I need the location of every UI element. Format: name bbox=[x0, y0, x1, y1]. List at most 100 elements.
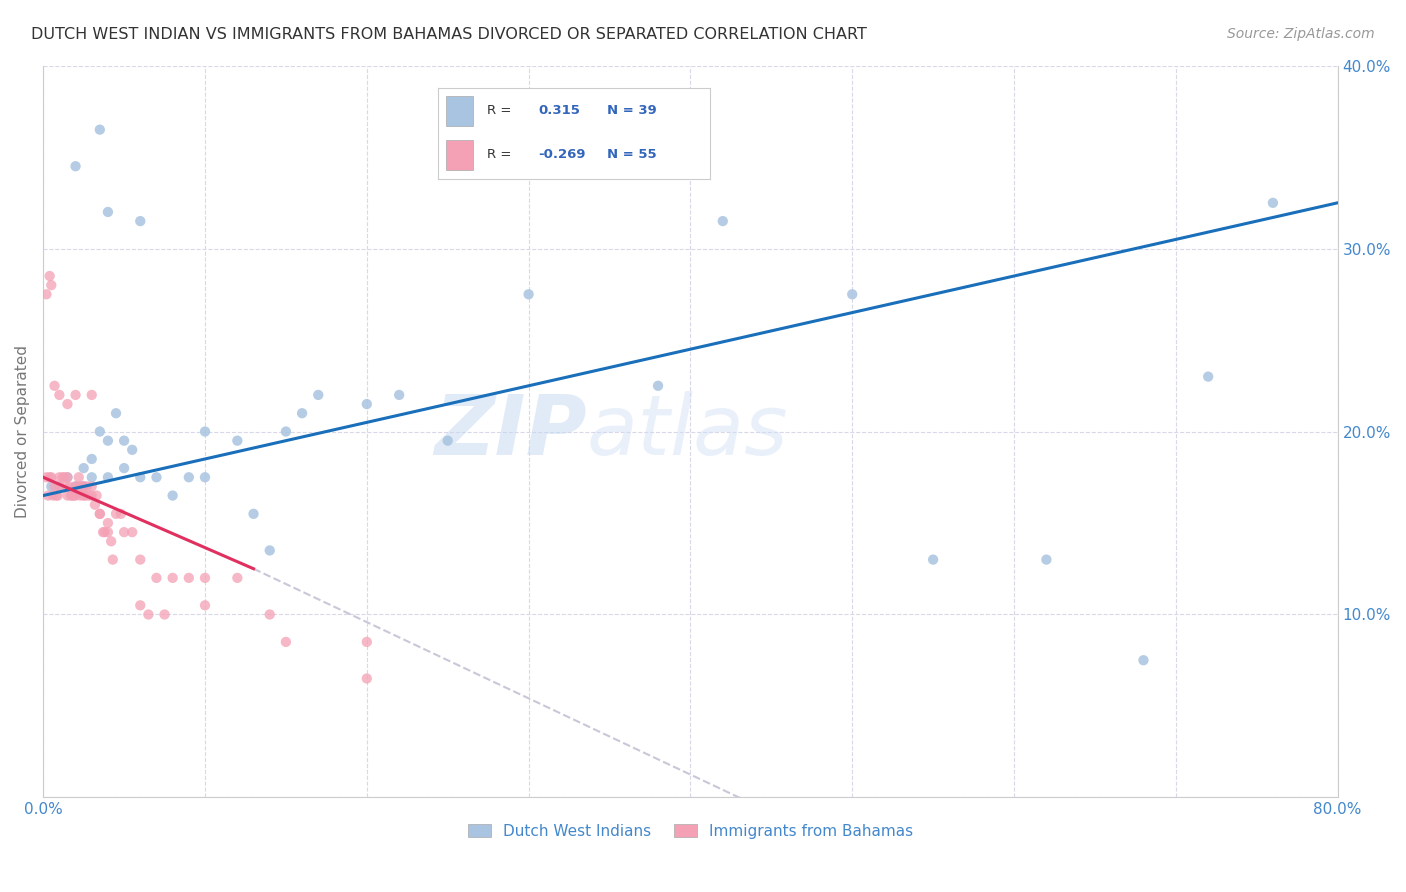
Point bbox=[138, 607, 160, 622]
Point bbox=[121, 525, 143, 540]
Point bbox=[67, 479, 90, 493]
Point bbox=[39, 479, 62, 493]
Point bbox=[72, 479, 94, 493]
Point bbox=[91, 525, 114, 540]
Legend: Dutch West Indians, Immigrants from Bahamas: Dutch West Indians, Immigrants from Baha… bbox=[461, 817, 920, 845]
Point bbox=[44, 479, 66, 493]
Text: atlas: atlas bbox=[586, 391, 789, 472]
Point bbox=[45, 489, 67, 503]
Point bbox=[194, 470, 217, 484]
Point bbox=[80, 479, 103, 493]
Point bbox=[517, 287, 540, 301]
Point bbox=[56, 397, 79, 411]
Point bbox=[89, 122, 111, 136]
Point bbox=[72, 461, 94, 475]
Point bbox=[97, 516, 120, 530]
Point bbox=[388, 388, 411, 402]
Point bbox=[153, 607, 176, 622]
Point bbox=[48, 470, 70, 484]
Point bbox=[80, 388, 103, 402]
Point bbox=[35, 287, 58, 301]
Point bbox=[93, 525, 115, 540]
Point bbox=[84, 498, 107, 512]
Point bbox=[52, 470, 75, 484]
Point bbox=[145, 571, 167, 585]
Point bbox=[105, 507, 128, 521]
Text: DUTCH WEST INDIAN VS IMMIGRANTS FROM BAHAMAS DIVORCED OR SEPARATED CORRELATION C: DUTCH WEST INDIAN VS IMMIGRANTS FROM BAH… bbox=[31, 27, 868, 42]
Point bbox=[1132, 653, 1154, 667]
Point bbox=[436, 434, 458, 448]
Point bbox=[80, 452, 103, 467]
Point bbox=[259, 607, 281, 622]
Point bbox=[77, 489, 100, 503]
Point bbox=[194, 599, 217, 613]
Point bbox=[97, 205, 120, 219]
Point bbox=[356, 672, 378, 686]
Point bbox=[177, 571, 200, 585]
Point bbox=[97, 525, 120, 540]
Point bbox=[44, 378, 66, 392]
Point bbox=[194, 571, 217, 585]
Point bbox=[53, 470, 76, 484]
Point bbox=[69, 489, 91, 503]
Point bbox=[226, 434, 249, 448]
Point bbox=[110, 507, 132, 521]
Point bbox=[922, 552, 945, 566]
Point bbox=[101, 552, 124, 566]
Point bbox=[72, 479, 94, 493]
Point bbox=[56, 470, 79, 484]
Point bbox=[48, 479, 70, 493]
Point bbox=[63, 489, 86, 503]
Point bbox=[80, 470, 103, 484]
Point bbox=[274, 425, 297, 439]
Point bbox=[129, 599, 152, 613]
Point bbox=[162, 571, 184, 585]
Point bbox=[100, 534, 122, 549]
Point bbox=[65, 479, 87, 493]
Point bbox=[112, 461, 135, 475]
Point bbox=[89, 425, 111, 439]
Point bbox=[89, 507, 111, 521]
Point bbox=[226, 571, 249, 585]
Point bbox=[242, 507, 264, 521]
Point bbox=[1261, 195, 1284, 210]
Point bbox=[65, 159, 87, 173]
Point bbox=[65, 489, 87, 503]
Point bbox=[129, 214, 152, 228]
Point bbox=[67, 470, 90, 484]
Point bbox=[145, 470, 167, 484]
Point bbox=[1035, 552, 1057, 566]
Point bbox=[42, 489, 65, 503]
Point bbox=[1197, 369, 1219, 384]
Point bbox=[177, 470, 200, 484]
Point bbox=[112, 434, 135, 448]
Text: Source: ZipAtlas.com: Source: ZipAtlas.com bbox=[1227, 27, 1375, 41]
Point bbox=[70, 479, 93, 493]
Point bbox=[37, 489, 59, 503]
Point bbox=[65, 388, 87, 402]
Point bbox=[97, 470, 120, 484]
Y-axis label: Divorced or Separated: Divorced or Separated bbox=[15, 345, 30, 518]
Point bbox=[39, 278, 62, 293]
Point bbox=[35, 470, 58, 484]
Point bbox=[65, 479, 87, 493]
Point bbox=[97, 434, 120, 448]
Point bbox=[75, 489, 97, 503]
Point bbox=[55, 479, 77, 493]
Point bbox=[80, 489, 103, 503]
Point bbox=[56, 489, 79, 503]
Point bbox=[60, 489, 83, 503]
Point bbox=[291, 406, 314, 420]
Point bbox=[259, 543, 281, 558]
Point bbox=[38, 268, 60, 283]
Point bbox=[356, 397, 378, 411]
Point bbox=[356, 635, 378, 649]
Point bbox=[89, 507, 111, 521]
Point bbox=[194, 425, 217, 439]
Point bbox=[86, 489, 108, 503]
Point bbox=[647, 378, 669, 392]
Point bbox=[48, 388, 70, 402]
Point bbox=[112, 525, 135, 540]
Point bbox=[39, 470, 62, 484]
Point bbox=[59, 489, 82, 503]
